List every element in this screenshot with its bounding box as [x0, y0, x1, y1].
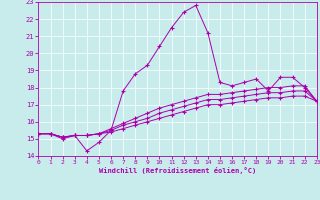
X-axis label: Windchill (Refroidissement éolien,°C): Windchill (Refroidissement éolien,°C)	[99, 167, 256, 174]
